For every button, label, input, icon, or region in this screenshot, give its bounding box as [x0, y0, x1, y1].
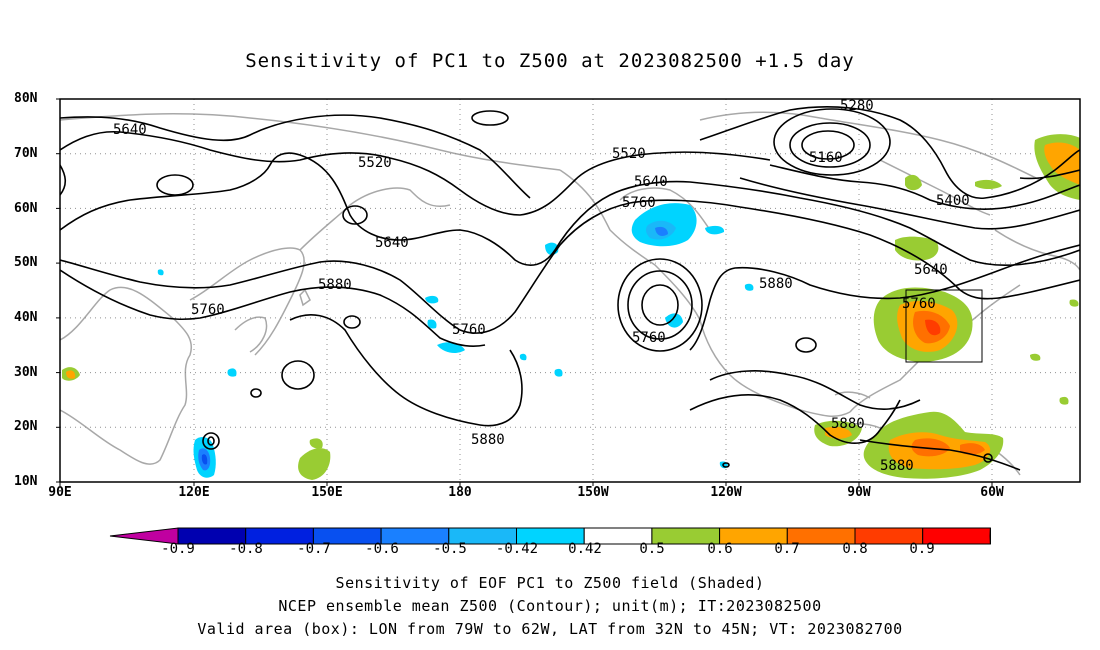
contour-label: 5640: [113, 122, 147, 138]
colorbar-tick-label: -0.9: [161, 541, 195, 557]
contour-label: 5760: [191, 302, 225, 318]
lon-label: 180: [448, 485, 472, 500]
colorbar-tick-label: -0.8: [229, 541, 263, 557]
lat-label: 40N: [14, 310, 38, 325]
colorbar: [109, 527, 991, 545]
caption-line-2: NCEP ensemble mean Z500 (Contour); unit(…: [278, 597, 822, 615]
caption-line-3: Valid area (box): LON from 79W to 62W, L…: [197, 620, 903, 638]
contour-label-group: 5640 5520 5520 5640 5760 5640 5280 5160 …: [113, 98, 970, 474]
lat-label: 30N: [14, 365, 38, 380]
colorbar-tick-label: -0.42: [495, 541, 539, 557]
lon-label: 150W: [577, 485, 609, 500]
lat-label: 50N: [14, 255, 38, 270]
lon-label: 120W: [710, 485, 742, 500]
map-title: Sensitivity of PC1 to Z500 at 2023082500…: [245, 50, 855, 72]
lat-label: 60N: [14, 201, 38, 216]
contour-label: 5760: [902, 296, 936, 312]
lon-label: 90E: [48, 485, 72, 500]
lon-label: 90W: [847, 485, 871, 500]
contour-label: 5640: [634, 174, 668, 190]
contour-label: 5760: [622, 195, 656, 211]
contour-label: 5760: [452, 322, 486, 338]
contour-label: 5280: [840, 98, 874, 114]
colorbar-tick-label: 0.8: [842, 541, 868, 557]
contour-label: 5520: [358, 155, 392, 171]
colorbar-tick-label: 0.42: [568, 541, 602, 557]
contour-label: 5880: [318, 277, 352, 293]
lat-label: 10N: [14, 474, 38, 489]
contour-label: 5160: [809, 150, 843, 166]
axis-ticks: [56, 98, 993, 486]
map-frame: [59, 98, 1081, 483]
lon-label: 120E: [178, 485, 210, 500]
colorbar-tick-label: -0.6: [365, 541, 399, 557]
valid-area-box: [905, 289, 983, 363]
colorbar-tick-label: 0.7: [774, 541, 800, 557]
lon-label: 150E: [311, 485, 343, 500]
contour-label: 5400: [936, 193, 970, 209]
contour-label: 5520: [612, 146, 646, 162]
lat-label: 70N: [14, 146, 38, 161]
positive-sensitivity-shading: [62, 134, 1080, 480]
contour-label: 5640: [375, 235, 409, 251]
caption-line-1: Sensitivity of EOF PC1 to Z500 field (Sh…: [335, 574, 765, 592]
contour-label: 5880: [759, 276, 793, 292]
lat-label: 80N: [14, 91, 38, 106]
z500-contours: [60, 106, 1080, 471]
contour-label: 5880: [831, 416, 865, 432]
contour-label: 5880: [471, 432, 505, 448]
colorbar-tick-label: 0.6: [707, 541, 733, 557]
colorbar-tick-label: 0.5: [639, 541, 665, 557]
contour-label: 5640: [914, 262, 948, 278]
lat-label: 20N: [14, 419, 38, 434]
colorbar-tick-label: 0.9: [909, 541, 935, 557]
contour-label: 5880: [880, 458, 914, 474]
colorbar-tick-label: -0.5: [433, 541, 467, 557]
colorbar-tick-label: -0.7: [297, 541, 331, 557]
contour-label: 5760: [632, 330, 666, 346]
lon-label: 60W: [980, 485, 1004, 500]
